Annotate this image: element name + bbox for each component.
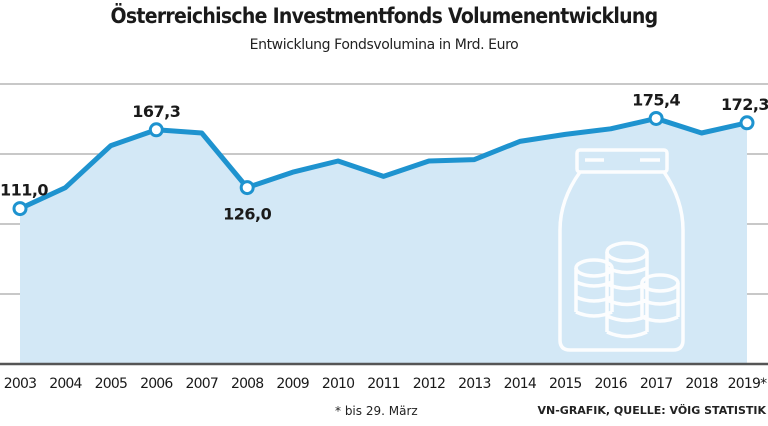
x-tick-label: 2009	[276, 376, 308, 392]
data-point	[148, 122, 164, 138]
x-tick-label: 2016	[594, 376, 627, 392]
data-label: 167,3	[132, 102, 180, 121]
source-credit: VN-GRAFIK, QUELLE: VÖIG STATISTIK	[537, 404, 767, 417]
x-tick-label: 2008	[231, 376, 263, 392]
x-tick-label: 2011	[367, 376, 399, 392]
x-tick-label: 2012	[413, 376, 445, 392]
chart-title: Österreichische Investmentfonds Volumene…	[110, 4, 659, 28]
data-label: 175,4	[632, 90, 680, 109]
x-tick-label: 2014	[504, 376, 537, 392]
data-point	[239, 180, 255, 196]
x-tick-label: 2003	[4, 376, 36, 392]
data-label: 172,3	[721, 95, 768, 114]
jar-with-coins-icon	[558, 148, 685, 352]
data-label: 126,0	[223, 205, 271, 224]
area-fill	[20, 118, 747, 364]
x-tick-label: 2006	[140, 376, 173, 392]
x-tick-label: 2013	[458, 376, 490, 392]
data-labels: 111,0 167,3 126,0 175,4 172,3	[0, 90, 768, 223]
chart-subtitle: Entwicklung Fondsvolumina in Mrd. Euro	[249, 37, 519, 53]
x-tick-label: 2004	[49, 376, 82, 392]
x-tick-label: 2015	[549, 376, 581, 392]
data-label: 111,0	[0, 181, 48, 200]
data-point	[739, 115, 755, 131]
x-tick-labels: 2003 2004 2005 2006 2007 2008 2009 2010 2011 2012…	[4, 376, 768, 392]
x-tick-label: 2017	[640, 376, 672, 392]
series-line	[18, 115, 748, 211]
x-tick-label: 2005	[95, 376, 127, 392]
data-points	[12, 110, 755, 217]
x-tick-label: 2018	[685, 376, 717, 392]
x-tick-label: 2007	[186, 376, 218, 392]
data-point	[648, 110, 664, 126]
x-tick-label: 2019*	[728, 376, 767, 392]
data-point	[12, 201, 28, 217]
footnote: * bis 29. März	[335, 404, 418, 418]
x-tick-label: 2010	[322, 376, 354, 392]
